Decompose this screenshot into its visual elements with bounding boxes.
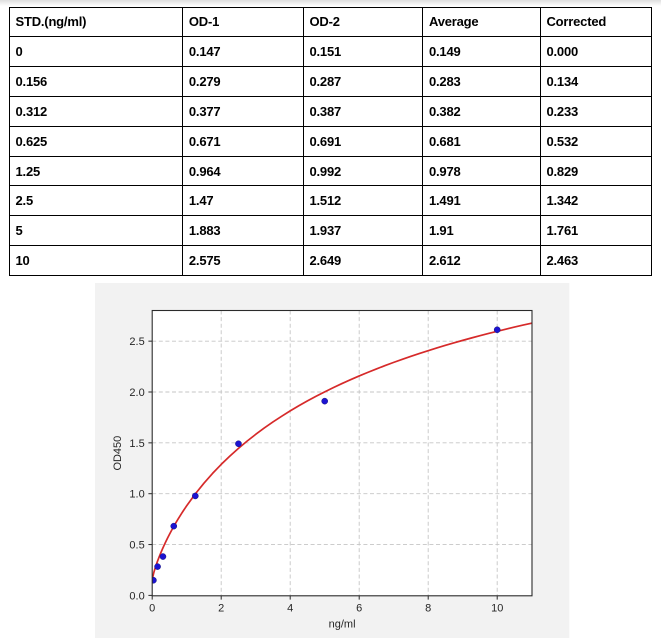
svg-text:4: 4 (288, 602, 294, 614)
svg-text:6: 6 (357, 602, 363, 614)
svg-text:2.0: 2.0 (130, 386, 145, 398)
svg-text:0.0: 0.0 (130, 590, 145, 602)
svg-text:8: 8 (426, 602, 432, 614)
svg-text:2.5: 2.5 (130, 336, 145, 348)
svg-text:1.5: 1.5 (130, 437, 145, 449)
svg-text:0: 0 (150, 602, 156, 614)
svg-text:ng/ml: ng/ml (329, 618, 356, 630)
svg-text:2: 2 (219, 602, 225, 614)
svg-text:OD450: OD450 (112, 435, 124, 470)
svg-text:0.5: 0.5 (130, 539, 145, 551)
svg-text:1.0: 1.0 (130, 488, 145, 500)
svg-text:10: 10 (491, 602, 503, 614)
